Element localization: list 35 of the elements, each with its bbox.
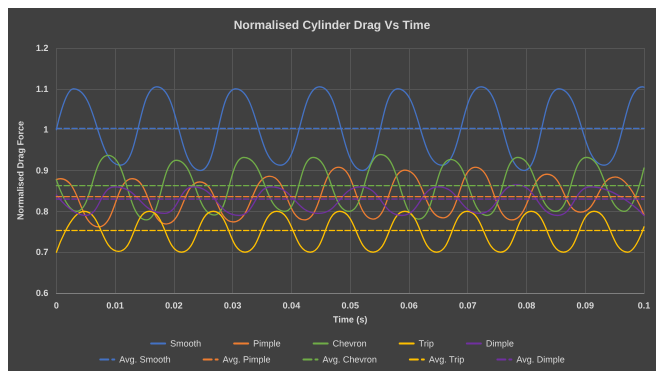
legend-label: Trip [418,338,434,348]
y-axis-title: Normalised Drag Force [16,120,26,220]
legend-label: Avg. Dimple [516,354,565,364]
y-tick-label: 1 [43,124,48,135]
y-tick-label: 1.2 [36,43,48,53]
legend-label: Pimple [253,338,281,348]
y-tick-label: 0.9 [36,166,48,176]
x-tick-label: 0.08 [518,300,536,310]
x-axis-title: Time (s) [333,314,368,324]
y-tick-label: 1.1 [36,84,48,94]
legend-label: Avg. Pimple [222,354,270,364]
x-tick-label: 0.1 [638,300,650,310]
y-tick-label: 0.6 [36,288,48,298]
line-series [56,166,645,228]
legend-label: Avg. Chevron [322,354,377,364]
line-series [56,210,645,253]
line-series [56,184,645,216]
chart-title: Normalised Cylinder Drag Vs Time [234,18,431,32]
x-tick-label: 0.03 [224,300,242,310]
x-tick-label: 0.01 [106,300,124,310]
y-tick-label: 0.7 [36,247,48,258]
line-series [56,154,645,221]
legend-label: Avg. Trip [428,354,464,364]
x-tick-label: 0.04 [282,300,300,310]
x-tick-label: 0.09 [576,300,594,310]
legend-label: Chevron [332,338,367,348]
x-tick-label: 0.02 [165,300,183,310]
x-tick-label: 0.05 [341,300,359,310]
x-tick-label: 0.07 [458,300,476,310]
legend-label: Avg. Smooth [119,354,171,364]
x-tick-label: 0.06 [400,300,418,310]
legend-label: Dimple [486,338,514,348]
x-tick-label: 0 [54,300,59,310]
legend-label: Smooth [170,338,202,348]
y-tick-label: 0.8 [36,206,48,216]
